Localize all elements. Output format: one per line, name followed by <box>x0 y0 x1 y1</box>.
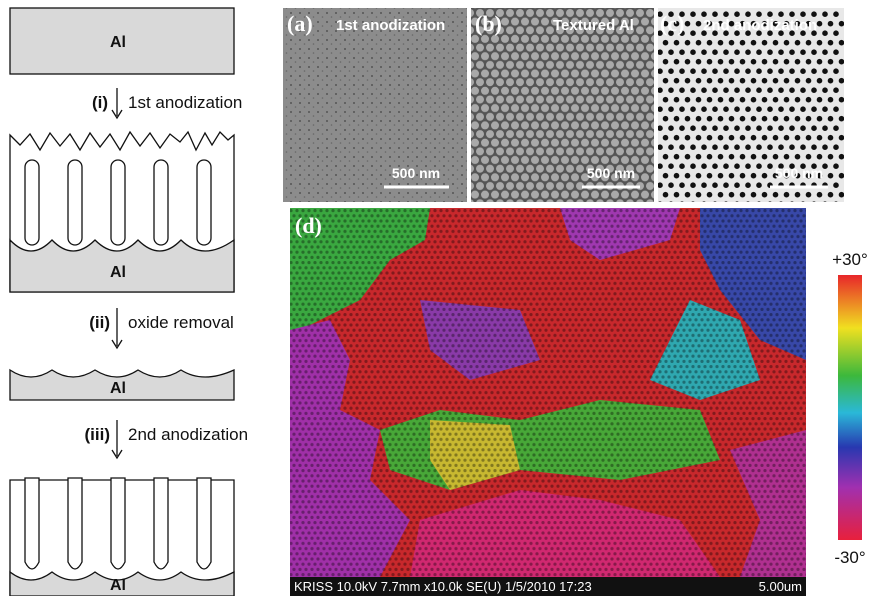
colorbar-top: +30° <box>832 250 868 269</box>
panel-label: (c) <box>660 11 684 36</box>
block-label: Al <box>110 264 126 281</box>
block-label: Al <box>110 34 126 51</box>
block-label: Al <box>110 380 126 397</box>
panel-caption: 1st anodization <box>336 17 445 34</box>
panel-caption: Textured Al <box>553 17 634 34</box>
scale-bar-label: 500 nm <box>392 165 440 181</box>
step-numeral: (iii) <box>85 425 111 444</box>
map-footer: KRISS 10.0kV 7.7mm x10.0k SE(U) 1/5/2010… <box>294 579 592 594</box>
block-label: Al <box>110 577 126 594</box>
scale-bar-label: 500 nm <box>587 165 635 181</box>
step-text: oxide removal <box>128 313 234 332</box>
step-text: 1st anodization <box>128 93 242 112</box>
panel-label: (b) <box>475 11 502 36</box>
step-numeral: (i) <box>92 93 108 112</box>
colorbar-bottom: -30° <box>834 548 865 567</box>
scale-bar-label: 500 nm <box>775 165 823 181</box>
panel-label: (d) <box>295 213 322 238</box>
figure: Al Al Al Al (i) 1st anodization (ii) oxi… <box>0 0 879 596</box>
colorbar <box>838 275 862 540</box>
orientation-map <box>290 208 806 596</box>
panel-caption: 2nd anodization <box>703 17 817 34</box>
panel-label: (a) <box>287 11 313 36</box>
map-scale: 5.00um <box>759 579 802 594</box>
step-numeral: (ii) <box>89 313 110 332</box>
step-text: 2nd anodization <box>128 425 248 444</box>
